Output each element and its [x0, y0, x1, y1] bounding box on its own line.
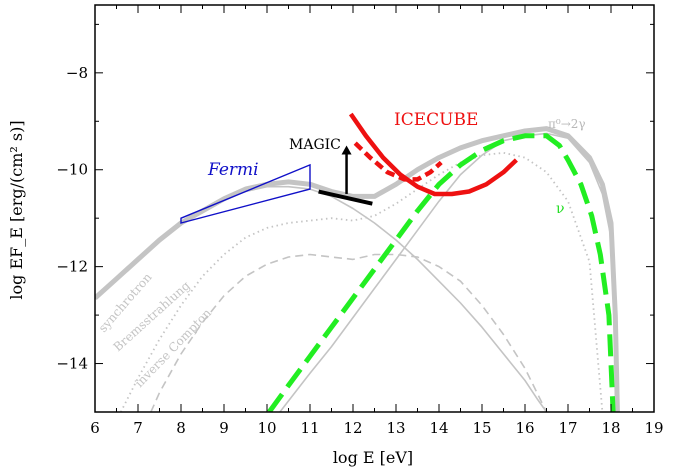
y-tick-label: −12 [56, 258, 88, 276]
series-icecube_a [348, 112, 518, 197]
x-tick-label: 9 [219, 419, 229, 437]
y-tick-label: −14 [56, 355, 88, 373]
x-tick-label: 16 [515, 419, 534, 437]
series-nu [267, 133, 616, 412]
series-bremsstrahlung [119, 151, 604, 412]
icecube-label: ICECUBE [394, 110, 478, 130]
axis-ticks [94, 5, 655, 413]
x-tick-label: 11 [300, 419, 319, 437]
x-tick-label: 8 [176, 419, 186, 437]
x-tick-label: 14 [429, 419, 448, 437]
series-total [95, 126, 620, 412]
model-curves [95, 112, 620, 412]
x-axis-label: log E [eV] [333, 448, 413, 467]
magic-bar [318, 189, 373, 206]
y-axis-label: log EF_E [erg/(cm² s)] [7, 120, 26, 299]
series-icecube_b [353, 141, 443, 182]
x-tick-label: 18 [601, 419, 620, 437]
x-tick-label: 10 [257, 419, 276, 437]
y-tick-label: −8 [66, 64, 88, 82]
x-tick-label: 13 [386, 419, 405, 437]
fermi-label: Fermi [207, 160, 259, 180]
x-tick-label: 6 [90, 419, 100, 437]
x-tick-label: 17 [558, 419, 577, 437]
x-tick-label: 7 [133, 419, 143, 437]
series-pion [279, 132, 619, 412]
magic-arrow-head [341, 145, 352, 155]
x-tick-label: 19 [644, 419, 663, 437]
x-tick-label: 15 [472, 419, 491, 437]
fermi-bowtie [180, 163, 311, 224]
y-tick-label: −10 [56, 161, 88, 179]
axis-tick-labels: 6 7 8 9 10 11 12 13 14 15 16 17 18 19 −8 −10 −12 −14 [56, 64, 663, 437]
series-inverse_compton [150, 253, 548, 412]
pion-label: π⁰→2γ [548, 117, 586, 131]
x-tick-label: 12 [343, 419, 362, 437]
measurement-markers [180, 145, 373, 224]
nu-label: ν [556, 201, 565, 217]
magic-label: MAGIC [289, 137, 341, 153]
